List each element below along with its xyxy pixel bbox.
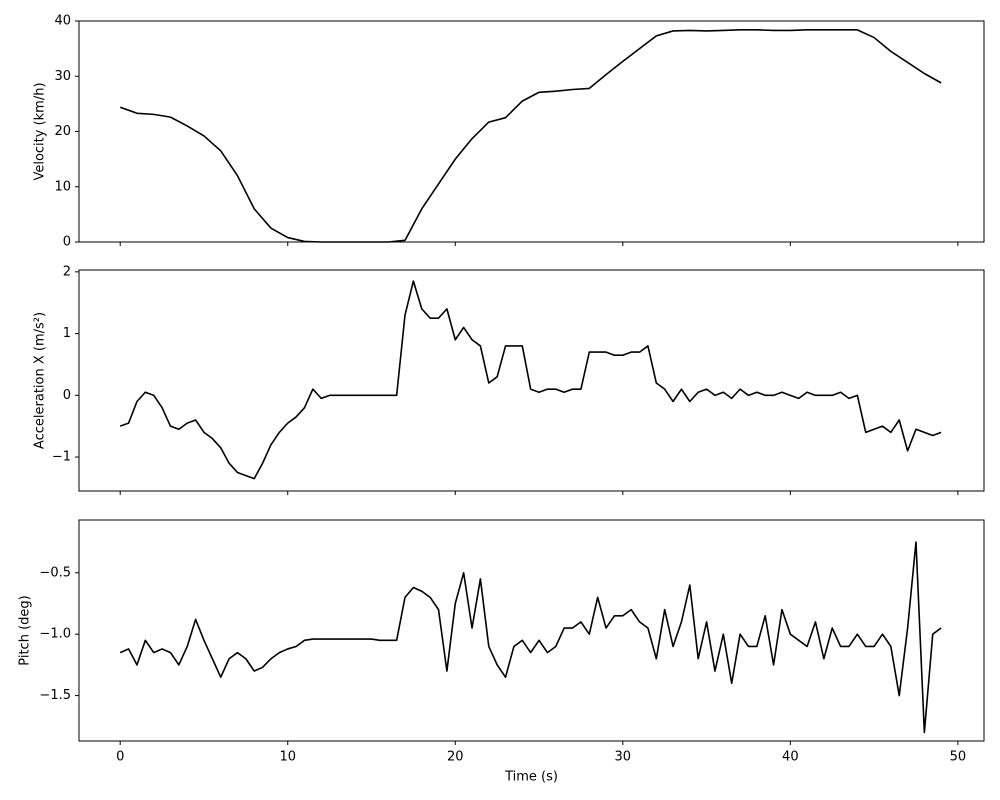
y-tick-label: 10	[54, 179, 71, 194]
y-tick-label: 0	[63, 388, 71, 403]
line	[119, 541, 942, 734]
axes-frame	[78, 269, 985, 492]
y-axis-label: Velocity (km/h)	[33, 82, 48, 180]
y-tick-label: −1.5	[39, 688, 71, 703]
y-axis-label: Pitch (deg)	[18, 595, 33, 665]
y-tick-label: 40	[54, 14, 71, 29]
x-tick-label: 30	[615, 750, 632, 765]
y-tick-label: 30	[54, 69, 71, 84]
line	[119, 280, 942, 480]
y-tick-label: 0	[63, 235, 71, 250]
x-axis-label: Time (s)	[504, 770, 558, 785]
x-tick-label: 40	[782, 750, 799, 765]
y-tick-label: 1	[63, 326, 71, 341]
y-tick-label: 2	[63, 264, 71, 279]
y-tick-label: −1	[52, 450, 71, 465]
x-tick-label: 10	[279, 750, 296, 765]
y-tick-label: 20	[54, 124, 71, 139]
y-tick-label: −0.5	[39, 565, 71, 580]
axes-frame	[78, 519, 985, 742]
y-tick-label: −1.0	[39, 627, 71, 642]
x-tick-label: 20	[447, 750, 464, 765]
x-tick-label: 0	[116, 750, 124, 765]
x-tick-label: 50	[950, 750, 967, 765]
line	[119, 29, 942, 243]
y-axis-label: Acceleration X (m/s²)	[33, 312, 48, 449]
axes-frame	[78, 20, 985, 243]
